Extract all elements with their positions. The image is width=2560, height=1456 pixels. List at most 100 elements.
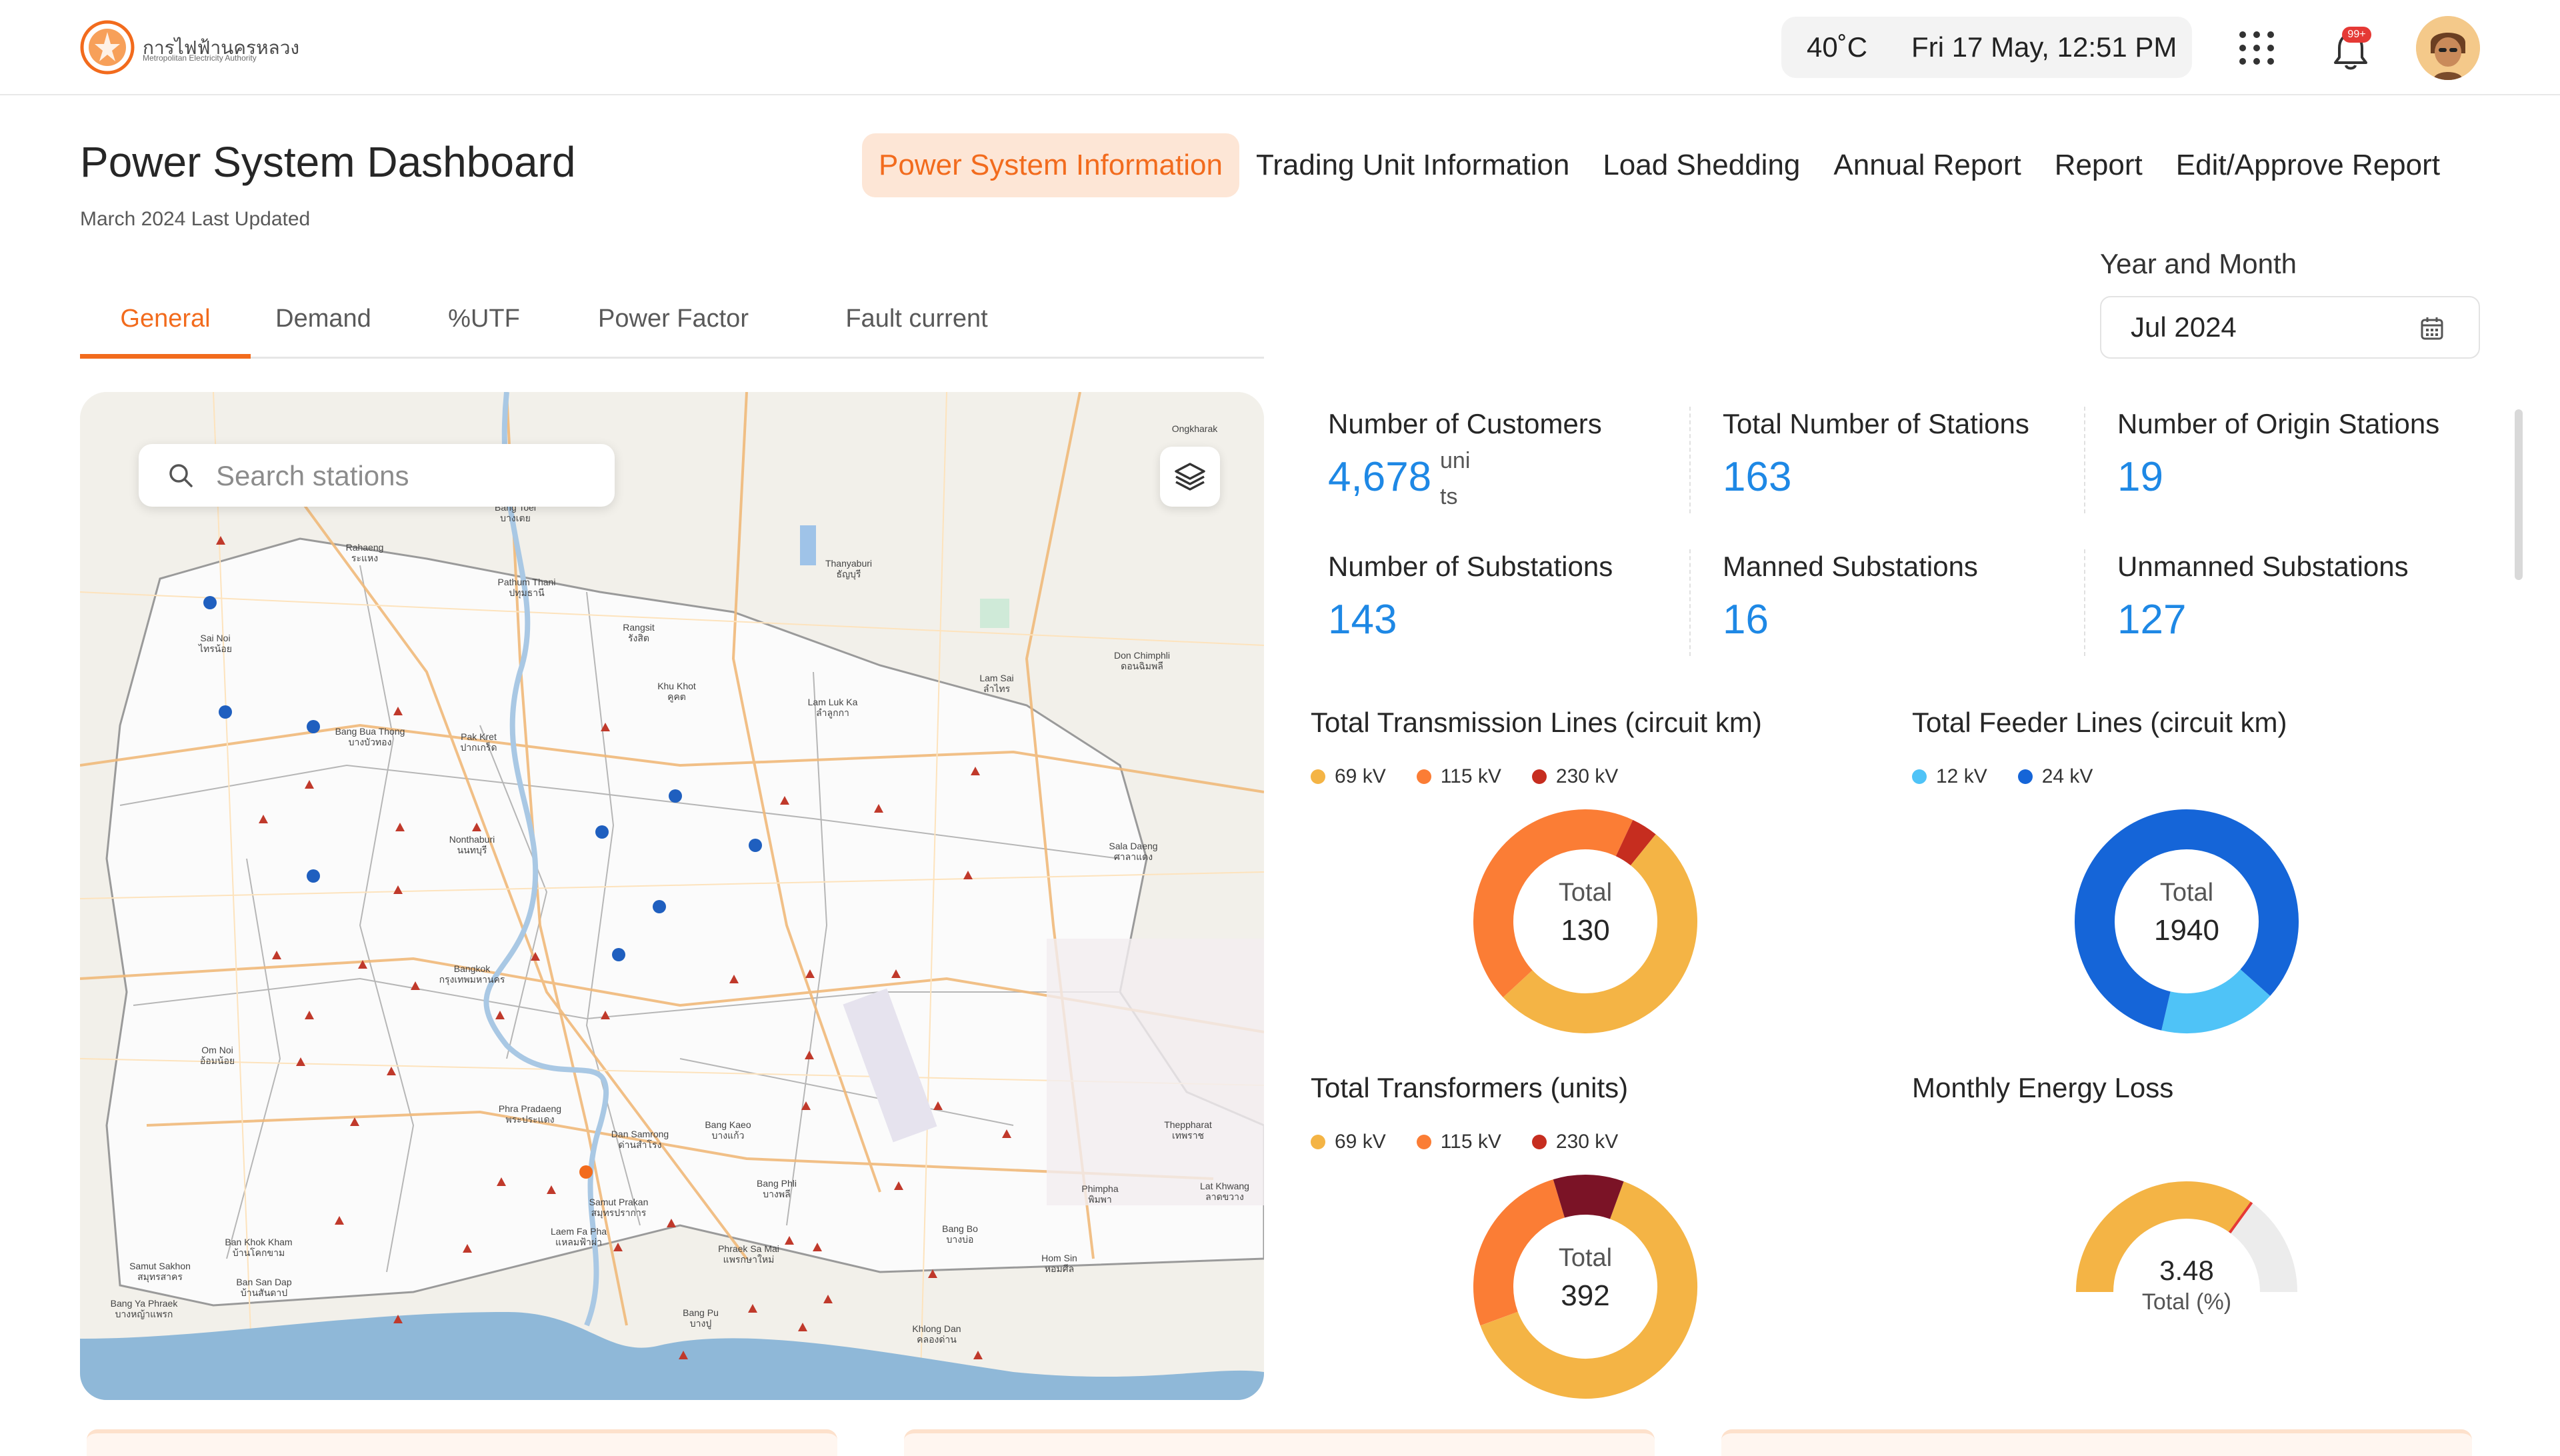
- place-label-khu-khot: Khu Khot: [657, 681, 696, 691]
- donut-slice-230kv[interactable]: [1615, 819, 1656, 866]
- place-label-thanyaburi: Thanyaburi: [825, 558, 872, 569]
- tab-general[interactable]: General: [80, 293, 251, 359]
- year-month-picker[interactable]: Jul 2024: [2100, 296, 2480, 359]
- legend-dot-69kv: [1311, 1135, 1325, 1149]
- bottom-card: [904, 1429, 1655, 1456]
- donut-center-label: Total: [1558, 1244, 1613, 1272]
- legend-label-115kv: 115 kV: [1440, 1131, 1501, 1153]
- donut-slice-115kv[interactable]: [1473, 1179, 1565, 1326]
- bottom-card: [87, 1429, 837, 1456]
- place-label-lam-luk-ka-th: ลำลูกกา: [816, 707, 849, 719]
- place-label-bang-phli-th: บางพลี: [763, 1189, 790, 1199]
- stat-divider: [1689, 407, 1691, 513]
- legend-label-69kv: 69 kV: [1335, 1131, 1386, 1153]
- station-search-box[interactable]: Search stations: [139, 444, 615, 507]
- place-label-khlong-dan: Khlong Dan: [912, 1323, 961, 1334]
- panel-scrollbar[interactable]: [2515, 409, 2523, 580]
- tab-utf[interactable]: %UTF: [448, 305, 520, 333]
- place-label-lam-sai-th: ลำไทร: [983, 683, 1011, 694]
- place-label-rahaeng: Rahaeng: [346, 542, 384, 553]
- stat-divider: [2084, 549, 2085, 656]
- place-label-nonthaburi: Nonthaburi: [449, 834, 495, 845]
- place-label-laem-fa-pha-th: แหลมฟ้าผ่า: [555, 1237, 602, 1247]
- place-label-sai-noi-th: ไทรน้อย: [198, 643, 232, 654]
- place-label-bang-kaeo: Bang Kaeo: [705, 1119, 751, 1130]
- place-label-lat-khwang-th: ลาดขวาง: [1205, 1191, 1244, 1202]
- place-label-sala-daeng-th: ศาลาแดง: [1114, 851, 1153, 862]
- legend-transformers: 69 kV 115 kV 230 kV: [1311, 1131, 1649, 1153]
- stat-value-origin-stations: 19: [2117, 454, 2163, 500]
- place-label-samut-sakhon: Samut Sakhon: [129, 1261, 191, 1271]
- user-avatar[interactable]: [2416, 16, 2480, 80]
- legend-label-12kv: 12 kV: [1936, 765, 1987, 787]
- legend-dot-115kv: [1416, 769, 1431, 784]
- donut-center-value: 1940: [2154, 914, 2219, 947]
- stat-label-substations: Number of Substations: [1328, 551, 1613, 582]
- place-label-bang-bua-thong-th: บางบัวทอง: [349, 737, 392, 747]
- stat-value-unmanned-substations: 127: [2117, 597, 2187, 643]
- tab-demand[interactable]: Demand: [275, 305, 371, 333]
- place-label-ban-san-dap-th: บ้านสันดาป: [241, 1287, 287, 1298]
- chart-title-transmission-lines: Total Transmission Lines (circuit km): [1311, 707, 1762, 738]
- tab-fault-current[interactable]: Fault current: [845, 305, 988, 333]
- donut-slice-12kv[interactable]: [2161, 969, 2271, 1033]
- donut-slice-230kv[interactable]: [1553, 1175, 1624, 1219]
- donut-center-label: Total: [2159, 879, 2214, 907]
- gauge-center: 3.48 Total (%): [2087, 1255, 2287, 1315]
- nav-report[interactable]: Report: [2054, 149, 2143, 181]
- donut-slice-69kv[interactable]: [1480, 1181, 1697, 1399]
- gauge-label: Total (%): [2141, 1289, 2232, 1315]
- place-label-ban-san-dap: Ban San Dap: [236, 1277, 291, 1287]
- search-input[interactable]: Search stations: [216, 460, 409, 491]
- search-icon: [169, 464, 193, 487]
- place-label-pak-kret-th: ปากเกร็ด: [460, 741, 497, 753]
- tab-power-factor[interactable]: Power Factor: [598, 305, 749, 333]
- chart-title-feeder-lines: Total Feeder Lines (circuit km): [1912, 707, 2287, 738]
- place-label-samut-prakan-th: สมุทรปราการ: [591, 1207, 647, 1219]
- stat-label-customers: Number of Customers: [1328, 408, 1602, 439]
- map-layers-button[interactable]: [1160, 447, 1220, 507]
- legend-dot-230kv: [1531, 1135, 1547, 1149]
- place-label-hom-sin: Hom Sin: [1041, 1253, 1077, 1263]
- legend-label-115kv: 115 kV: [1440, 765, 1501, 787]
- gauge-value: 3.48: [2159, 1255, 2214, 1286]
- place-label-don-chimphli-th: ดอนฉิมพลี: [1121, 661, 1163, 671]
- legend-dot-69kv: [1311, 769, 1325, 784]
- place-label-phimpha-th: พิมพา: [1088, 1194, 1112, 1205]
- page-title: Power System Dashboard: [80, 138, 576, 186]
- stat-label-origin-stations: Number of Origin Stations: [2117, 408, 2440, 439]
- calendar-icon[interactable]: [2419, 315, 2445, 341]
- legend-feeder-lines: 12 kV 24 kV: [1912, 765, 2123, 788]
- nav-load-shedding[interactable]: Load Shedding: [1603, 149, 1801, 181]
- nav-edit-approve-report[interactable]: Edit/Approve Report: [2175, 149, 2440, 181]
- donut-slice-24kv[interactable]: [2075, 809, 2299, 1031]
- place-label-pathum-thani: Pathum Thani: [498, 577, 556, 587]
- nav-annual-report[interactable]: Annual Report: [1833, 149, 2021, 181]
- station-map[interactable]: Ongkharak Bang Toei บางเตย Rahaeng ระแหง…: [80, 392, 1264, 1400]
- place-label-bang-ya-phraek: Bang Ya Phraek: [111, 1298, 179, 1309]
- layers-icon: [1175, 463, 1205, 491]
- donut-center-value: 130: [1561, 914, 1610, 947]
- place-label-ongkharak: Ongkharak: [1172, 423, 1218, 434]
- donut-center-value: 392: [1561, 1279, 1610, 1312]
- stat-unit-customers: units: [1440, 448, 1471, 509]
- nav-power-system-information[interactable]: Power System Information: [862, 133, 1239, 197]
- mea-logo-icon[interactable]: [80, 20, 135, 75]
- chart-title-transformers: Total Transformers (units): [1311, 1072, 1629, 1103]
- map-canvas: Ongkharak Bang Toei บางเตย Rahaeng ระแหง…: [80, 392, 1264, 1400]
- apps-grid-icon[interactable]: [2233, 28, 2280, 68]
- place-label-bangkok: Bangkok: [454, 963, 491, 974]
- place-label-bang-ya-phraek-th: บางหญ้าแพรก: [115, 1309, 173, 1319]
- legend-dot-12kv: [1912, 769, 1927, 784]
- stat-divider: [2084, 407, 2085, 513]
- stat-divider: [1689, 549, 1691, 656]
- place-label-theppharat: Theppharat: [1164, 1119, 1212, 1130]
- donut-chart-feeder-lines: [2075, 809, 2299, 1033]
- donut-slice-69kv[interactable]: [1503, 834, 1697, 1033]
- nav-trading-unit-information[interactable]: Trading Unit Information: [1255, 149, 1570, 181]
- place-label-don-chimphli: Don Chimphli: [1114, 650, 1170, 661]
- place-label-bang-pu: Bang Pu: [683, 1307, 719, 1318]
- place-label-pak-kret: Pak Kret: [461, 731, 497, 742]
- donut-slice-115kv[interactable]: [1473, 809, 1633, 997]
- donut-center-transformers: Total 392: [1485, 1244, 1685, 1313]
